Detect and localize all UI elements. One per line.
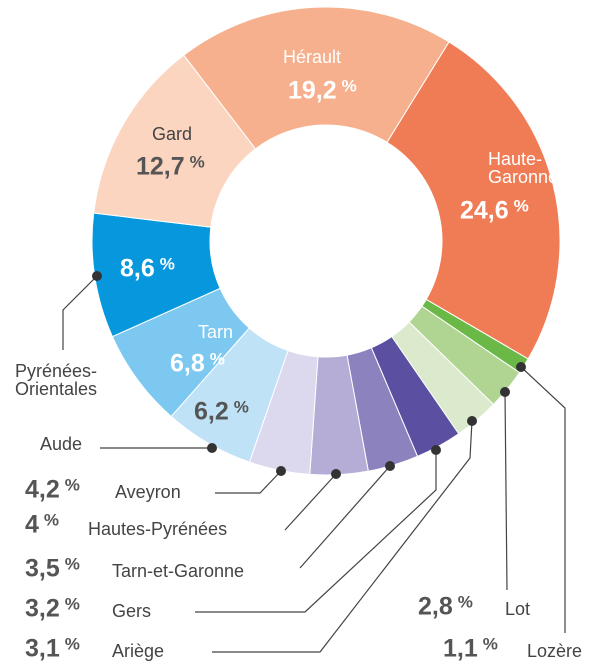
value-unit: % <box>65 594 80 613</box>
callout-line <box>195 450 437 613</box>
callout-line <box>520 366 566 633</box>
value-label: 3,2 <box>25 595 60 623</box>
value-unit: % <box>190 152 205 171</box>
value-unit: % <box>458 592 473 611</box>
category-label-line: Garonne <box>488 167 558 187</box>
value-label: 4,2 <box>25 476 60 504</box>
category-label: Lot <box>505 599 530 619</box>
callout-dot <box>467 416 477 426</box>
category-label-line: Haute- <box>488 149 542 169</box>
callout-line <box>215 470 282 494</box>
value-label: 6,2 <box>194 398 229 426</box>
value-label: 3,5 <box>25 555 60 583</box>
value-unit: % <box>514 196 529 215</box>
value-label: 6,8 <box>170 350 205 378</box>
value-unit: % <box>342 76 357 95</box>
category-label: Hautes-Pyrénées <box>88 519 227 539</box>
donut-slice <box>386 41 561 360</box>
category-label: Tarn <box>198 322 233 342</box>
category-label: Lozère <box>527 641 582 661</box>
callout-dot <box>385 461 395 471</box>
value-label: 1,1 <box>443 635 478 663</box>
callout-dot <box>92 271 102 281</box>
category-label: Gers <box>112 601 151 621</box>
category-label: Aveyron <box>115 482 181 502</box>
value-unit: % <box>160 254 175 273</box>
value-label: 4 <box>25 511 39 539</box>
callout-line <box>299 465 391 569</box>
value-label: 12,7 <box>136 153 185 181</box>
callout-dot <box>500 387 510 397</box>
value-unit: % <box>210 349 225 368</box>
category-label: Gard <box>152 124 192 144</box>
category-label: Ariège <box>112 641 164 661</box>
value-unit: % <box>65 475 80 494</box>
callout-dot <box>276 466 286 476</box>
category-label-line: Orientales <box>15 379 97 399</box>
value-label: 24,6 <box>460 197 509 225</box>
value-label: 19,2 <box>288 77 337 105</box>
callout-dot <box>516 362 526 372</box>
category-label: Pyrénées-Orientales <box>15 361 97 399</box>
callout-dot <box>207 443 217 453</box>
value-label: 3,1 <box>25 635 60 663</box>
category-label: Tarn-et-Garonne <box>112 561 244 581</box>
category-label-line: Pyrénées- <box>15 361 97 381</box>
callout-line <box>284 473 337 531</box>
value-unit: % <box>65 634 80 653</box>
category-label: Haute-Garonne <box>488 149 558 187</box>
value-unit: % <box>483 634 498 653</box>
value-label: 8,6 <box>120 255 155 283</box>
callout-line <box>504 391 508 591</box>
callout-dot <box>331 469 341 479</box>
callout-line <box>212 420 473 653</box>
value-unit: % <box>44 510 59 529</box>
callout-line <box>62 275 98 350</box>
value-label: 2,8 <box>418 593 453 621</box>
category-label: Aude <box>40 434 82 454</box>
donut-slice <box>183 6 450 150</box>
callout-dot <box>431 445 441 455</box>
value-unit: % <box>234 397 249 416</box>
value-unit: % <box>65 554 80 573</box>
category-label: Hérault <box>283 47 341 67</box>
